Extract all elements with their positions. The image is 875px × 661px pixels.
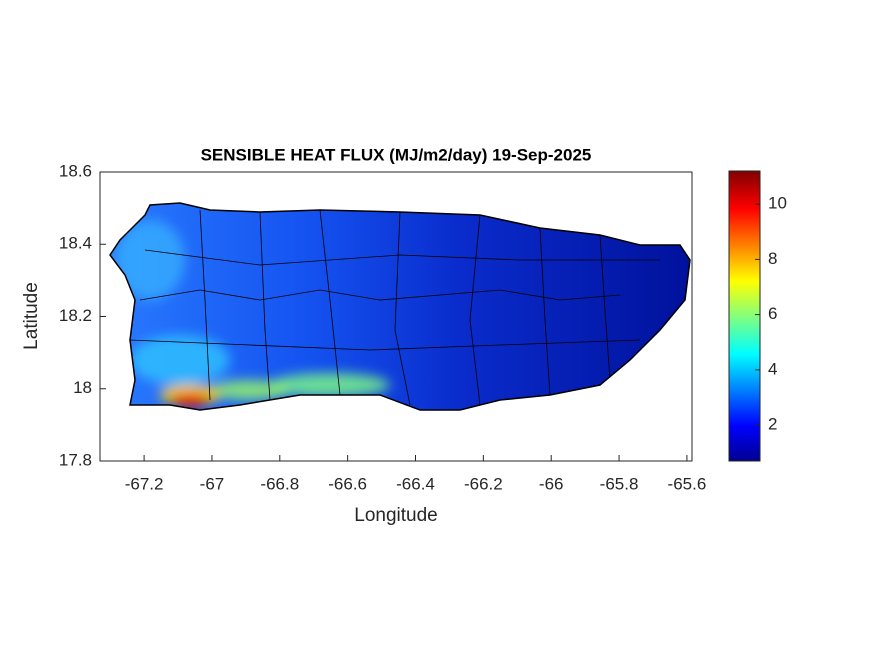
- y-tick-label: 18.4: [59, 234, 92, 253]
- colorbar-tick-label: 4: [768, 359, 777, 378]
- y-tick-label: 18: [73, 378, 92, 397]
- colorbar: [728, 170, 761, 462]
- colorbar-tick-label: 2: [768, 415, 777, 434]
- y-tick-label: 18.2: [59, 306, 92, 325]
- y-tick-label: 17.8: [59, 450, 92, 469]
- x-tick-label: -66.2: [464, 474, 503, 493]
- colorbar-tick-label: 10: [768, 194, 787, 213]
- x-tick-label: -67: [200, 474, 225, 493]
- colorbar-tick-label: 6: [768, 304, 777, 323]
- x-tick-label: -65.8: [600, 474, 639, 493]
- x-axis-label: Longitude: [354, 505, 437, 526]
- x-tick-label: -66.8: [260, 474, 299, 493]
- x-tick-label: -67.2: [125, 474, 164, 493]
- x-tick-label: -66.6: [328, 474, 367, 493]
- x-tick-label: -66: [539, 474, 564, 493]
- x-tick-label: -65.6: [668, 474, 707, 493]
- y-axis-label: Latitude: [21, 282, 42, 350]
- x-tick-label: -66.4: [396, 474, 435, 493]
- chart-title: SENSIBLE HEAT FLUX (MJ/m2/day) 19-Sep-20…: [201, 145, 592, 164]
- municipality-borders: [129, 209, 660, 406]
- y-tick-label: 18.6: [59, 161, 92, 180]
- colorbar-tick-label: 8: [768, 249, 777, 268]
